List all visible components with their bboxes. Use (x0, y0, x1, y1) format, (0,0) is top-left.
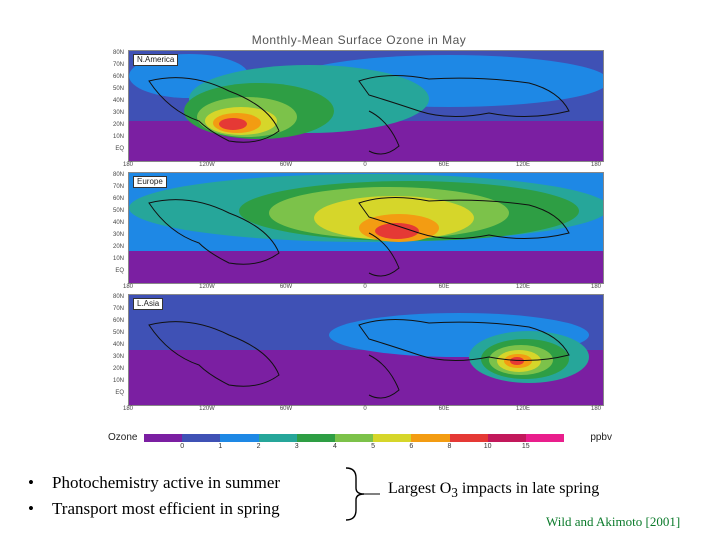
impact-subscript: 3 (451, 485, 458, 500)
lat-tick: 50N (113, 208, 124, 214)
lat-tick: EQ (115, 390, 124, 396)
colorbar-segment (411, 434, 449, 442)
colorbar-segment (297, 434, 335, 442)
lat-tick: 20N (113, 122, 124, 128)
lat-tick: 60N (113, 74, 124, 80)
lon-tick: 180 (123, 406, 133, 412)
lat-tick: 10N (113, 256, 124, 262)
colorbar-unit: ppbv (590, 432, 612, 443)
citation: Wild and Akimoto [2001] (546, 514, 680, 530)
colorbar-segment (450, 434, 488, 442)
colorbar-segment (335, 434, 373, 442)
ozone-map: L.Asia (128, 294, 604, 406)
lat-tick: 10N (113, 134, 124, 140)
lat-tick: 50N (113, 330, 124, 336)
bullet-text: Transport most efficient in spring (52, 499, 280, 518)
bullet-text: Photochemistry active in summer (52, 473, 280, 492)
colorbar-tick: 0 (180, 443, 184, 450)
lat-tick: 40N (113, 98, 124, 104)
bullet-marker: • (28, 496, 52, 522)
impact-statement: Largest O3 impacts in late spring (388, 480, 599, 501)
lat-axis: 80N 70N 60N 50N 40N 30N 20N 10N EQ (104, 172, 126, 282)
lat-tick: 30N (113, 110, 124, 116)
lat-tick: 80N (113, 294, 124, 300)
panel-asia: 80N 70N 60N 50N 40N 30N 20N 10N EQ (104, 274, 614, 396)
ozone-figure: Monthly-Mean Surface Ozone in May 80N 70… (104, 30, 614, 450)
colorbar-tick: 1 (218, 443, 222, 450)
colorbar-tick: 2 (257, 443, 261, 450)
colorbar-tick: 15 (522, 443, 530, 450)
lon-tick: 0 (363, 406, 366, 412)
lat-tick: 60N (113, 318, 124, 324)
lat-tick: 80N (113, 50, 124, 56)
lon-axis: 180 120W 60W 0 60E 120E 180 (128, 406, 602, 416)
colorbar-name: Ozone (108, 432, 137, 443)
bullet-marker: • (28, 470, 52, 496)
lat-tick: 70N (113, 306, 124, 312)
colorbar-tick: 10 (484, 443, 492, 450)
colorbar-segment (373, 434, 411, 442)
colorbar-segment (488, 434, 526, 442)
colorbar-tick: 4 (333, 443, 337, 450)
region-label: Europe (133, 176, 167, 188)
colorbar-segment (526, 434, 564, 442)
colorbar-segment (259, 434, 297, 442)
colorbar-tick: 3 (295, 443, 299, 450)
lat-tick: 40N (113, 342, 124, 348)
lon-tick: 180 (591, 406, 601, 412)
panel-europe: 80N 70N 60N 50N 40N 30N 20N 10N EQ (104, 152, 614, 274)
colorbar-tick: 8 (448, 443, 452, 450)
lat-tick: 70N (113, 184, 124, 190)
panel-north-america: 80N 70N 60N 50N 40N 30N 20N 10N EQ (104, 30, 614, 152)
impact-prefix: Largest O (388, 480, 451, 497)
lat-tick: 50N (113, 86, 124, 92)
impact-suffix: impacts in late spring (458, 480, 599, 497)
lat-tick: 10N (113, 378, 124, 384)
colorbar-track (144, 434, 564, 442)
bullet-item: • Photochemistry active in summer (28, 470, 358, 496)
colorbar: Ozone 0 1 2 3 4 5 6 8 10 15 ppbv (104, 428, 614, 450)
lat-tick: 20N (113, 366, 124, 372)
lat-tick: 30N (113, 354, 124, 360)
colorbar-tick: 6 (409, 443, 413, 450)
region-label: L.Asia (133, 298, 163, 310)
lat-tick: 20N (113, 244, 124, 250)
lon-tick: 120E (516, 406, 530, 412)
ozone-map: Europe (128, 172, 604, 284)
lon-tick: 60W (280, 406, 292, 412)
lat-tick: 30N (113, 232, 124, 238)
ozone-map: N.America (128, 50, 604, 162)
bullet-item: • Transport most efficient in spring (28, 496, 358, 522)
right-brace-icon (342, 466, 382, 522)
lat-axis: 80N 70N 60N 50N 40N 30N 20N 10N EQ (104, 50, 126, 160)
lon-tick: 120W (199, 406, 215, 412)
lon-tick: 60E (439, 406, 450, 412)
bullet-list: • Photochemistry active in summer • Transp… (28, 470, 358, 522)
colorbar-segment (182, 434, 220, 442)
colorbar-segment (220, 434, 258, 442)
colorbar-segment (144, 434, 182, 442)
region-label: N.America (133, 54, 178, 66)
lat-tick: 70N (113, 62, 124, 68)
colorbar-tick: 5 (371, 443, 375, 450)
lat-tick: 80N (113, 172, 124, 178)
lat-axis: 80N 70N 60N 50N 40N 30N 20N 10N EQ (104, 294, 126, 404)
lat-tick: 60N (113, 196, 124, 202)
lat-tick: 40N (113, 220, 124, 226)
